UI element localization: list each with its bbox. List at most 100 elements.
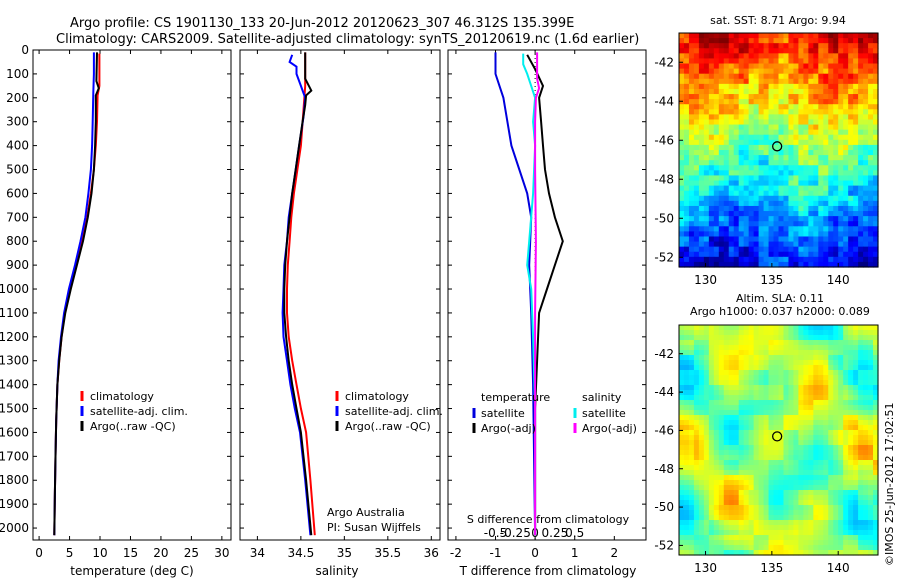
heatmap-cell [768, 211, 775, 217]
heatmap-cell [778, 335, 785, 341]
heatmap-cell [783, 73, 790, 80]
heatmap-cell [798, 465, 804, 471]
heatmap-cell [798, 415, 804, 421]
heatmap-cell [708, 231, 715, 238]
heatmap-cell [793, 500, 799, 506]
heatmap-cell [853, 385, 859, 391]
heatmap-cell [773, 104, 780, 110]
heatmap-cell [843, 165, 849, 171]
heatmap-cell [823, 465, 829, 471]
heatmap-cell [683, 370, 690, 376]
heatmap-cell [688, 160, 695, 166]
heatmap-cell [713, 440, 720, 446]
heatmap-cell [873, 205, 879, 212]
heatmap-cell [813, 400, 819, 406]
heatmap-cell [848, 48, 854, 54]
heatmap-cell [873, 385, 879, 391]
heatmap-cell [738, 33, 745, 39]
heatmap-cell [788, 525, 795, 531]
heatmap-cell [778, 440, 785, 446]
heatmap-cell [818, 134, 824, 141]
heatmap-cell [798, 370, 804, 376]
heatmap-cell [733, 185, 740, 192]
heatmap-cell [823, 226, 829, 232]
heatmap-cell [833, 109, 839, 115]
heatmap-cell [828, 550, 834, 556]
heatmap-cell [743, 185, 750, 192]
heatmap-cell [708, 475, 715, 481]
heatmap-cell [763, 251, 770, 258]
heatmap-cell [873, 455, 879, 461]
heatmap-cell [793, 129, 799, 136]
heatmap-cell [693, 535, 700, 541]
heatmap-cell [783, 241, 790, 248]
heatmap-cell [758, 335, 765, 341]
heatmap-cell [873, 88, 879, 95]
heatmap-cell [693, 190, 700, 197]
heatmap-cell [723, 385, 730, 391]
heatmap-cell [843, 495, 849, 501]
heatmap-cell [683, 155, 690, 161]
heatmap-cell [693, 450, 700, 456]
heatmap-cell [708, 455, 715, 461]
heatmap-cell [868, 73, 874, 80]
heatmap-cell [798, 83, 804, 90]
heatmap-cell [758, 380, 765, 386]
heatmap-cell [758, 124, 765, 131]
heatmap-cell [863, 490, 869, 496]
heatmap-cell [693, 150, 700, 156]
heatmap-cell [748, 211, 755, 217]
heatmap-cell [778, 485, 785, 491]
heatmap-cell [728, 455, 735, 461]
heatmap-cell [748, 190, 755, 197]
heatmap-cell [848, 216, 854, 222]
heatmap-cell [853, 335, 859, 341]
heatmap-cell [679, 435, 685, 441]
heatmap-cell [828, 490, 834, 496]
heatmap-cell [703, 246, 710, 253]
heatmap-cell [763, 515, 770, 521]
heatmap-cell [743, 246, 750, 253]
heatmap-cell [743, 180, 750, 187]
heatmap-cell [833, 510, 839, 516]
heatmap-cell [813, 43, 819, 49]
heatmap-cell [748, 455, 755, 461]
heatmap-cell [753, 370, 760, 376]
heatmap-cell [773, 94, 780, 100]
heatmap-cell [688, 119, 695, 126]
heatmap-cell [828, 246, 834, 253]
heatmap-cell [679, 38, 685, 44]
heatmap-cell [868, 330, 874, 336]
heatmap-cell [808, 38, 814, 44]
heatmap-cell [778, 370, 785, 376]
heatmap-cell [683, 53, 690, 60]
sla-map-title2: Argo h1000: 0.037 h2000: 0.089 [690, 305, 870, 318]
heatmap-cell [733, 170, 740, 177]
heatmap-cell [738, 370, 745, 376]
heatmap-cell [768, 150, 775, 156]
heatmap-cell [679, 440, 685, 446]
heatmap-cell [728, 170, 735, 177]
heatmap-cell [679, 221, 685, 227]
heatmap-cell [758, 410, 765, 416]
heatmap-cell [758, 340, 765, 346]
heatmap-cell [748, 119, 755, 126]
heatmap-cell [828, 53, 834, 60]
heatmap-cell [758, 550, 765, 556]
heatmap-cell [788, 375, 795, 381]
heatmap-cell [683, 165, 690, 171]
heatmap-cell [718, 510, 725, 516]
heatmap-cell [753, 68, 760, 75]
heatmap-cell [703, 345, 710, 351]
heatmap-cell [808, 261, 814, 268]
heatmap-cell [743, 435, 750, 441]
heatmap-cell [693, 185, 700, 192]
heatmap-cell [733, 73, 740, 80]
heatmap-cell [803, 530, 809, 536]
heatmap-cell [748, 545, 755, 551]
heatmap-cell [838, 261, 844, 268]
heatmap-cell [718, 144, 725, 151]
s-tick-label: -0.25 [500, 526, 531, 540]
heatmap-cell [693, 53, 700, 60]
heatmap-cell [833, 256, 839, 263]
